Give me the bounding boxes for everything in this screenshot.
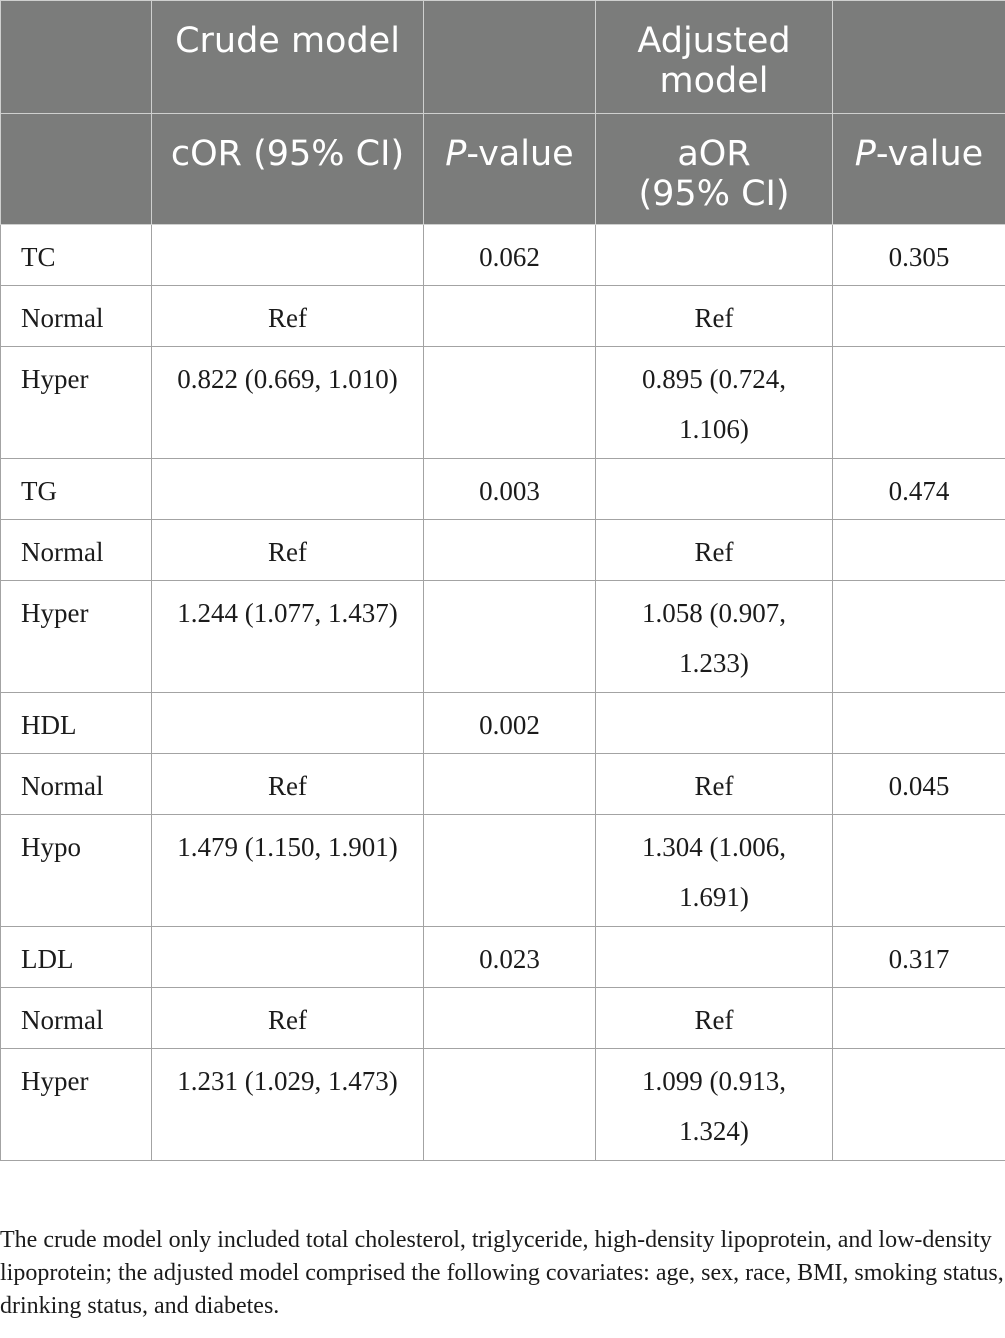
header-cell-empty bbox=[423, 0, 596, 114]
p-crude-cell bbox=[423, 580, 596, 693]
table-row: HDL 0.002 bbox=[0, 692, 1005, 754]
row-label: Normal bbox=[0, 753, 152, 815]
p-crude-cell: 0.062 bbox=[423, 224, 596, 286]
aor-value: 1.099 (0.913, 1.324) bbox=[642, 1066, 786, 1146]
aor-cell: Ref bbox=[595, 753, 833, 815]
row-label: Hyper bbox=[0, 580, 152, 693]
cor-cell: 0.822 (0.669, 1.010) bbox=[151, 346, 424, 459]
p-adjusted-cell bbox=[832, 285, 1005, 347]
row-label: TG bbox=[0, 458, 152, 520]
p-adjusted-cell: 0.305 bbox=[832, 224, 1005, 286]
header-row-columns: cOR (95% CI) P-value aOR (95% CI) P-valu… bbox=[0, 113, 1005, 225]
table-row: Normal Ref Ref bbox=[0, 519, 1005, 581]
header-cell-empty bbox=[832, 0, 1005, 114]
p-crude-cell: 0.002 bbox=[423, 692, 596, 754]
table-row: Hyper 0.822 (0.669, 1.010) 0.895 (0.724,… bbox=[0, 346, 1005, 459]
cor-cell bbox=[151, 926, 424, 988]
p-crude-cell bbox=[423, 987, 596, 1049]
row-label: Hypo bbox=[0, 814, 152, 927]
p-adjusted-cell bbox=[832, 692, 1005, 754]
p-adjusted-cell: 0.317 bbox=[832, 926, 1005, 988]
p-adjusted-cell: 0.474 bbox=[832, 458, 1005, 520]
p-crude-cell bbox=[423, 753, 596, 815]
aor-cell: 1.099 (0.913, 1.324) bbox=[595, 1048, 833, 1161]
aor-cell bbox=[595, 224, 833, 286]
p-adjusted-cell bbox=[832, 987, 1005, 1049]
header-p-value-crude: P-value bbox=[423, 113, 596, 225]
cor-cell bbox=[151, 458, 424, 520]
header-p-value-adjusted: P-value bbox=[832, 113, 1005, 225]
table-row: Hypo 1.479 (1.150, 1.901) 1.304 (1.006, … bbox=[0, 814, 1005, 927]
table-row: Hyper 1.244 (1.077, 1.437) 1.058 (0.907,… bbox=[0, 580, 1005, 693]
aor-cell bbox=[595, 458, 833, 520]
table-row: TG 0.003 0.474 bbox=[0, 458, 1005, 520]
p-adjusted-cell bbox=[832, 519, 1005, 581]
header-crude-model: Crude model bbox=[151, 0, 424, 114]
p-value-suffix: -value bbox=[466, 134, 574, 174]
p-crude-cell bbox=[423, 814, 596, 927]
p-italic: P bbox=[854, 134, 876, 174]
header-adjusted-model-text: Adjusted model bbox=[637, 21, 791, 101]
aor-value: 0.895 (0.724, 1.106) bbox=[642, 364, 786, 444]
p-crude-cell bbox=[423, 519, 596, 581]
aor-cell: Ref bbox=[595, 285, 833, 347]
p-adjusted-cell bbox=[832, 814, 1005, 927]
row-label: TC bbox=[0, 224, 152, 286]
table-body: TC 0.062 0.305 Normal Ref Ref Hyper 0.82… bbox=[0, 224, 1005, 1161]
cor-cell: Ref bbox=[151, 285, 424, 347]
row-label: Normal bbox=[0, 987, 152, 1049]
header-row-models: Crude model Adjusted model bbox=[0, 0, 1005, 114]
cor-cell: Ref bbox=[151, 753, 424, 815]
cor-cell: 1.231 (1.029, 1.473) bbox=[151, 1048, 424, 1161]
aor-cell: Ref bbox=[595, 519, 833, 581]
table-row: Normal Ref Ref bbox=[0, 987, 1005, 1049]
aor-value: 1.058 (0.907, 1.233) bbox=[642, 598, 786, 678]
results-table: Crude model Adjusted model cOR (95% CI) … bbox=[0, 0, 1005, 1161]
p-adjusted-cell bbox=[832, 346, 1005, 459]
header-aor: aOR (95% CI) bbox=[595, 113, 833, 225]
table-row: Normal Ref Ref 0.045 bbox=[0, 753, 1005, 815]
p-crude-cell: 0.003 bbox=[423, 458, 596, 520]
p-italic: P bbox=[445, 134, 467, 174]
header-cell-empty bbox=[0, 0, 152, 114]
aor-value: 1.304 (1.006, 1.691) bbox=[642, 832, 786, 912]
cor-cell: 1.479 (1.150, 1.901) bbox=[151, 814, 424, 927]
cor-cell bbox=[151, 224, 424, 286]
header-adjusted-model: Adjusted model bbox=[595, 0, 833, 114]
row-label: LDL bbox=[0, 926, 152, 988]
row-label: HDL bbox=[0, 692, 152, 754]
cor-cell: Ref bbox=[151, 987, 424, 1049]
p-crude-cell: 0.023 bbox=[423, 926, 596, 988]
cor-cell: 1.244 (1.077, 1.437) bbox=[151, 580, 424, 693]
p-crude-cell bbox=[423, 346, 596, 459]
aor-cell bbox=[595, 692, 833, 754]
p-adjusted-cell bbox=[832, 580, 1005, 693]
table-header: Crude model Adjusted model cOR (95% CI) … bbox=[0, 0, 1005, 225]
table-row: LDL 0.023 0.317 bbox=[0, 926, 1005, 988]
aor-cell bbox=[595, 926, 833, 988]
p-adjusted-cell: 0.045 bbox=[832, 753, 1005, 815]
table-row: TC 0.062 0.305 bbox=[0, 224, 1005, 286]
row-label: Normal bbox=[0, 519, 152, 581]
header-cell-empty bbox=[0, 113, 152, 225]
row-label: Hyper bbox=[0, 1048, 152, 1161]
p-value-suffix: -value bbox=[875, 134, 984, 174]
cor-cell: Ref bbox=[151, 519, 424, 581]
aor-cell: Ref bbox=[595, 987, 833, 1049]
p-adjusted-cell bbox=[832, 1048, 1005, 1161]
header-cor: cOR (95% CI) bbox=[151, 113, 424, 225]
p-crude-cell bbox=[423, 1048, 596, 1161]
table-footnote: The crude model only included total chol… bbox=[0, 1227, 1004, 1319]
cor-cell bbox=[151, 692, 424, 754]
table-row: Normal Ref Ref bbox=[0, 285, 1005, 347]
p-crude-cell bbox=[423, 285, 596, 347]
aor-cell: 1.304 (1.006, 1.691) bbox=[595, 814, 833, 927]
row-label: Hyper bbox=[0, 346, 152, 459]
row-label: Normal bbox=[0, 285, 152, 347]
table-row: Hyper 1.231 (1.029, 1.473) 1.099 (0.913,… bbox=[0, 1048, 1005, 1161]
aor-cell: 0.895 (0.724, 1.106) bbox=[595, 346, 833, 459]
header-aor-text: aOR (95% CI) bbox=[638, 134, 790, 214]
aor-cell: 1.058 (0.907, 1.233) bbox=[595, 580, 833, 693]
